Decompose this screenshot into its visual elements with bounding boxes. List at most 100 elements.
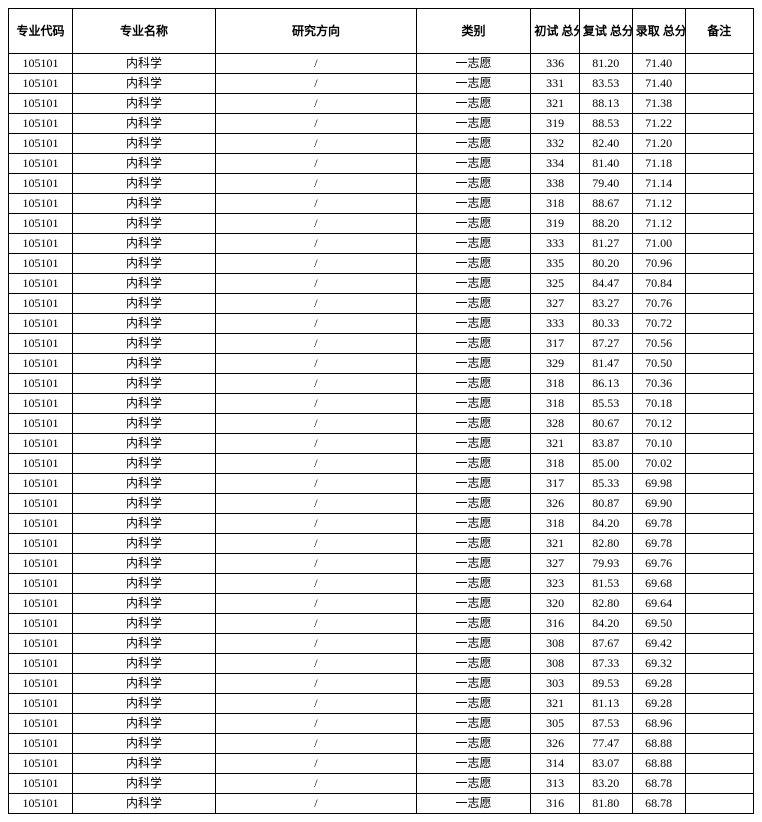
table-row: 105101内科学/一志愿30389.5369.28 (9, 674, 754, 694)
cell-dir: / (216, 314, 417, 334)
cell-name: 内科学 (72, 554, 215, 574)
cell-dir: / (216, 54, 417, 74)
cell-cat: 一志愿 (416, 394, 531, 414)
cell-name: 内科学 (72, 54, 215, 74)
cell-cat: 一志愿 (416, 194, 531, 214)
cell-code: 105101 (9, 74, 73, 94)
cell-note (685, 694, 753, 714)
cell-s1: 318 (531, 194, 579, 214)
cell-note (685, 474, 753, 494)
cell-name: 内科学 (72, 274, 215, 294)
cell-dir: / (216, 134, 417, 154)
cell-name: 内科学 (72, 474, 215, 494)
cell-cat: 一志愿 (416, 414, 531, 434)
cell-name: 内科学 (72, 214, 215, 234)
table-row: 105101内科学/一志愿32082.8069.64 (9, 594, 754, 614)
cell-dir: / (216, 194, 417, 214)
table-row: 105101内科学/一志愿33681.2071.40 (9, 54, 754, 74)
table-row: 105101内科学/一志愿31988.2071.12 (9, 214, 754, 234)
cell-cat: 一志愿 (416, 274, 531, 294)
cell-cat: 一志愿 (416, 354, 531, 374)
table-row: 105101内科学/一志愿31885.0070.02 (9, 454, 754, 474)
cell-name: 内科学 (72, 794, 215, 814)
cell-code: 105101 (9, 214, 73, 234)
cell-s1: 319 (531, 214, 579, 234)
cell-cat: 一志愿 (416, 774, 531, 794)
cell-s1: 314 (531, 754, 579, 774)
cell-s2: 88.13 (579, 94, 632, 114)
cell-code: 105101 (9, 634, 73, 654)
cell-s2: 81.47 (579, 354, 632, 374)
cell-name: 内科学 (72, 574, 215, 594)
cell-s1: 318 (531, 514, 579, 534)
cell-s3: 70.50 (632, 354, 685, 374)
cell-s2: 84.47 (579, 274, 632, 294)
cell-cat: 一志愿 (416, 574, 531, 594)
cell-dir: / (216, 674, 417, 694)
table-row: 105101内科学/一志愿33580.2070.96 (9, 254, 754, 274)
cell-name: 内科学 (72, 374, 215, 394)
cell-note (685, 674, 753, 694)
cell-dir: / (216, 254, 417, 274)
cell-dir: / (216, 94, 417, 114)
cell-s1: 334 (531, 154, 579, 174)
cell-cat: 一志愿 (416, 374, 531, 394)
cell-note (685, 634, 753, 654)
table-row: 105101内科学/一志愿31684.2069.50 (9, 614, 754, 634)
table-row: 105101内科学/一志愿32381.5369.68 (9, 574, 754, 594)
cell-s1: 303 (531, 674, 579, 694)
cell-s2: 83.27 (579, 294, 632, 314)
cell-s2: 88.20 (579, 214, 632, 234)
cell-dir: / (216, 114, 417, 134)
col-header-cat: 类别 (416, 9, 531, 54)
cell-code: 105101 (9, 694, 73, 714)
cell-code: 105101 (9, 254, 73, 274)
cell-name: 内科学 (72, 774, 215, 794)
cell-note (685, 774, 753, 794)
col-header-dir: 研究方向 (216, 9, 417, 54)
cell-note (685, 514, 753, 534)
cell-name: 内科学 (72, 334, 215, 354)
table-row: 105101内科学/一志愿31885.5370.18 (9, 394, 754, 414)
cell-note (685, 594, 753, 614)
cell-cat: 一志愿 (416, 754, 531, 774)
cell-s3: 68.78 (632, 794, 685, 814)
cell-s2: 89.53 (579, 674, 632, 694)
cell-note (685, 94, 753, 114)
cell-s2: 85.33 (579, 474, 632, 494)
cell-s2: 88.67 (579, 194, 632, 214)
cell-s1: 331 (531, 74, 579, 94)
col-header-name: 专业名称 (72, 9, 215, 54)
cell-s3: 70.84 (632, 274, 685, 294)
cell-code: 105101 (9, 234, 73, 254)
table-row: 105101内科学/一志愿31886.1370.36 (9, 374, 754, 394)
cell-code: 105101 (9, 434, 73, 454)
cell-note (685, 454, 753, 474)
cell-s3: 71.38 (632, 94, 685, 114)
cell-code: 105101 (9, 334, 73, 354)
col-header-s3: 录取 总分 (632, 9, 685, 54)
cell-s1: 321 (531, 694, 579, 714)
cell-name: 内科学 (72, 74, 215, 94)
cell-s3: 70.76 (632, 294, 685, 314)
cell-note (685, 574, 753, 594)
cell-name: 内科学 (72, 194, 215, 214)
cell-cat: 一志愿 (416, 514, 531, 534)
cell-name: 内科学 (72, 394, 215, 414)
cell-name: 内科学 (72, 594, 215, 614)
cell-s3: 69.78 (632, 514, 685, 534)
cell-name: 内科学 (72, 654, 215, 674)
cell-code: 105101 (9, 54, 73, 74)
table-row: 105101内科学/一志愿30887.6769.42 (9, 634, 754, 654)
cell-cat: 一志愿 (416, 534, 531, 554)
admissions-table: 专业代码 专业名称 研究方向 类别 初试 总分 复试 总分 录取 总分 备注 1… (8, 8, 754, 814)
table-row: 105101内科学/一志愿32584.4770.84 (9, 274, 754, 294)
cell-note (685, 154, 753, 174)
col-header-s1: 初试 总分 (531, 9, 579, 54)
cell-s1: 335 (531, 254, 579, 274)
cell-s2: 87.27 (579, 334, 632, 354)
cell-s1: 323 (531, 574, 579, 594)
cell-s2: 84.20 (579, 514, 632, 534)
table-row: 105101内科学/一志愿31681.8068.78 (9, 794, 754, 814)
cell-code: 105101 (9, 174, 73, 194)
